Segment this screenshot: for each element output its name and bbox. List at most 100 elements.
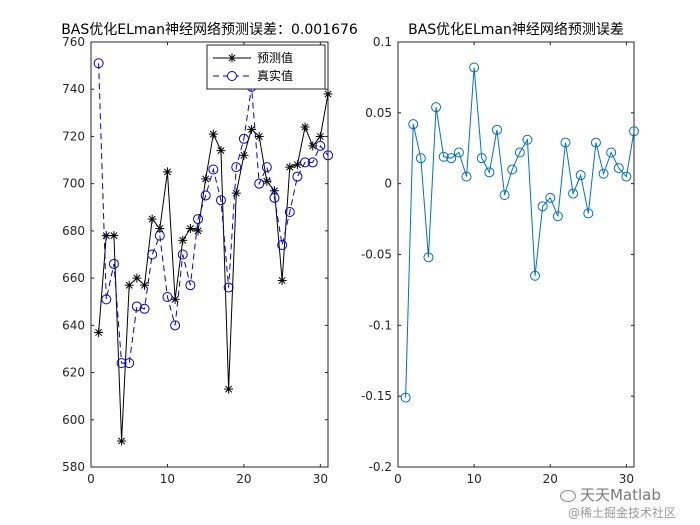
data-point bbox=[109, 231, 119, 241]
marker-stroke bbox=[278, 276, 286, 284]
data-point bbox=[552, 211, 563, 222]
chart-1: BAS优化ELman神经网络预测误差：0.001676 0 10 20 30 580 600… bbox=[61, 22, 358, 486]
marker-stroke bbox=[110, 232, 118, 240]
data-point bbox=[154, 230, 165, 241]
data-point bbox=[415, 153, 426, 164]
data-point bbox=[216, 146, 226, 156]
data-point bbox=[537, 201, 548, 212]
data-point bbox=[545, 192, 556, 203]
data-point bbox=[116, 358, 127, 369]
legend-marker bbox=[227, 71, 237, 81]
data-point bbox=[185, 280, 196, 291]
data-point bbox=[484, 167, 495, 178]
marker-stroke bbox=[324, 90, 332, 98]
data-point bbox=[140, 280, 150, 290]
data-point bbox=[499, 190, 510, 200]
marker-stroke bbox=[293, 161, 301, 169]
data-point bbox=[215, 195, 226, 206]
data-point bbox=[224, 384, 234, 394]
legend-label: 预测值 bbox=[257, 50, 293, 65]
data-point bbox=[223, 282, 234, 293]
y-tick-label: -0.15 bbox=[361, 389, 392, 403]
data-point bbox=[247, 124, 257, 134]
y-tick-label: 640 bbox=[62, 318, 85, 332]
data-point bbox=[292, 160, 302, 170]
data-point bbox=[598, 168, 609, 179]
marker-stroke bbox=[301, 123, 309, 131]
data-point bbox=[629, 126, 639, 137]
data-point bbox=[461, 171, 472, 182]
data-point bbox=[300, 122, 310, 132]
data-point bbox=[315, 131, 325, 141]
marker-stroke bbox=[163, 168, 171, 176]
data-point bbox=[438, 151, 449, 162]
marker-stroke bbox=[133, 274, 141, 282]
data-point bbox=[491, 124, 502, 135]
data-point bbox=[300, 157, 311, 168]
y-tick-label: 580 bbox=[62, 460, 85, 474]
marker-stroke bbox=[263, 177, 271, 185]
marker-stroke bbox=[202, 175, 210, 183]
data-point bbox=[530, 270, 541, 281]
x-tick-label: 10 bbox=[160, 472, 175, 486]
data-point bbox=[277, 275, 287, 285]
y-tick-label: 760 bbox=[62, 35, 85, 49]
y-tick-label: 680 bbox=[62, 224, 85, 238]
data-point bbox=[277, 240, 288, 251]
data-point bbox=[469, 62, 480, 73]
data-point bbox=[139, 303, 150, 314]
data-point bbox=[185, 224, 195, 234]
data-point bbox=[94, 327, 104, 337]
marker-stroke bbox=[171, 295, 179, 303]
data-point bbox=[453, 147, 464, 158]
marker-stroke bbox=[248, 125, 256, 133]
marker-stroke bbox=[125, 281, 133, 289]
marker-stroke bbox=[270, 187, 278, 195]
marker-stroke bbox=[141, 281, 149, 289]
marker-stroke bbox=[225, 385, 233, 393]
data-point bbox=[178, 235, 188, 245]
wechat-icon bbox=[560, 489, 576, 502]
chart-title: BAS优化ELman神经网络预测误差：0.001676 bbox=[61, 22, 358, 38]
data-point bbox=[170, 320, 181, 331]
data-point bbox=[507, 164, 518, 175]
watermark-primary: 天天Matlab bbox=[560, 484, 661, 505]
data-point bbox=[423, 252, 434, 263]
data-point bbox=[201, 174, 211, 184]
data-point bbox=[323, 150, 333, 161]
data-point bbox=[476, 153, 487, 164]
legend-box bbox=[206, 44, 326, 90]
data-point bbox=[560, 137, 571, 148]
legend-label: 真实值 bbox=[257, 68, 293, 83]
data-point bbox=[590, 137, 601, 148]
data-point bbox=[124, 358, 135, 369]
x-tick-label: 10 bbox=[466, 472, 481, 486]
marker-stroke bbox=[194, 227, 202, 235]
data-point bbox=[408, 119, 419, 130]
data-point bbox=[446, 153, 457, 164]
plot-area bbox=[397, 41, 635, 468]
data-point bbox=[292, 171, 303, 182]
series-line-1 bbox=[405, 67, 635, 398]
data-point bbox=[147, 214, 157, 224]
data-point bbox=[147, 249, 158, 260]
data-point bbox=[522, 134, 533, 145]
data-point bbox=[621, 171, 632, 182]
x-tick-label: 20 bbox=[236, 472, 251, 486]
watermark-secondary: @稀土掘金技术社区 bbox=[568, 506, 677, 520]
x-tick-label: 0 bbox=[87, 472, 95, 486]
marker-stroke bbox=[186, 225, 194, 233]
data-point bbox=[155, 224, 165, 234]
marker-stroke bbox=[309, 142, 317, 150]
marker-stroke bbox=[118, 437, 126, 445]
watermark-line1: 天天Matlab bbox=[580, 486, 661, 504]
series-line-2 bbox=[98, 63, 329, 364]
data-point bbox=[269, 186, 279, 196]
data-point bbox=[254, 131, 264, 141]
data-point bbox=[208, 129, 218, 139]
data-point bbox=[400, 392, 411, 403]
data-point bbox=[613, 163, 624, 174]
x-tick-label: 30 bbox=[313, 472, 328, 486]
chart-2: BAS优化ELman神经网络预测误差 0 10 20 30 -0.2 -0.15 -0.1 -0… bbox=[361, 22, 639, 486]
